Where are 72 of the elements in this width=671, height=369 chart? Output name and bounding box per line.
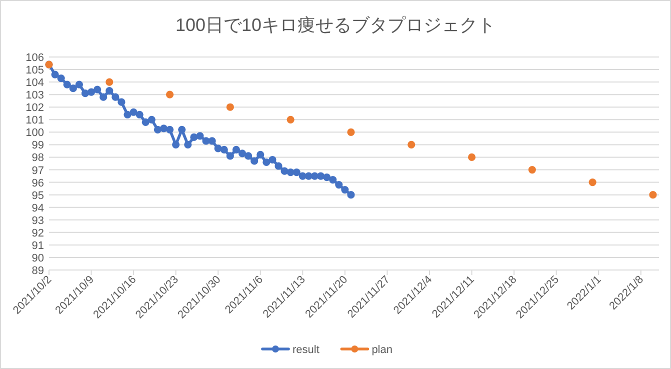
point [148, 116, 156, 124]
point [292, 168, 300, 176]
y-tick-label: 103 [26, 90, 44, 102]
point [106, 78, 114, 86]
y-tick-label: 93 [32, 214, 44, 227]
point [142, 118, 150, 126]
y-tick-label: 99 [32, 140, 44, 152]
point [286, 116, 294, 124]
point [468, 153, 476, 162]
point [124, 110, 132, 118]
point [220, 146, 228, 154]
y-tick-label: 105 [26, 64, 44, 77]
point [166, 126, 174, 134]
y-tick-label: 106 [26, 52, 44, 64]
y-tick-label: 94 [32, 202, 44, 214]
point [94, 86, 102, 94]
point [329, 176, 337, 184]
point [69, 84, 77, 92]
point [244, 152, 252, 160]
point [274, 162, 282, 170]
point [100, 93, 108, 101]
point [51, 70, 59, 78]
point [196, 132, 204, 140]
point [136, 110, 144, 118]
point [87, 88, 96, 96]
legend-label: plan [372, 344, 392, 356]
y-tick-label: 90 [32, 252, 44, 264]
y-tick-label: 95 [32, 190, 44, 202]
chart-title: 100日で10キロ痩せるブタプロジェクト [175, 15, 496, 35]
point [238, 150, 246, 158]
point [256, 150, 264, 159]
point [408, 140, 416, 149]
point [588, 178, 596, 186]
point [649, 191, 657, 199]
y-tick-label: 96 [32, 177, 44, 190]
point [226, 103, 234, 111]
y-tick-label: 101 [26, 114, 44, 127]
point [81, 90, 90, 98]
point [75, 80, 83, 88]
point [172, 140, 180, 149]
y-tick-label: 97 [32, 164, 44, 177]
point [154, 126, 162, 134]
y-tick-label: 92 [32, 227, 44, 240]
point [341, 186, 349, 194]
point [130, 108, 138, 116]
y-tick-label: 89 [32, 265, 44, 277]
point [347, 191, 355, 199]
point [268, 156, 276, 164]
point [208, 137, 216, 145]
point [226, 152, 234, 160]
point [184, 140, 192, 149]
point [118, 98, 126, 106]
y-tick-label: 98 [32, 152, 44, 164]
point [280, 167, 288, 175]
point [232, 146, 240, 154]
y-tick-label: 100 [26, 127, 44, 140]
point [112, 93, 120, 101]
point [528, 166, 536, 174]
point [250, 157, 258, 165]
point [335, 181, 343, 189]
y-tick-label: 91 [32, 240, 44, 252]
point [106, 87, 114, 95]
y-tick-label: 102 [26, 102, 44, 114]
point [178, 126, 186, 134]
point [166, 90, 174, 98]
point [63, 80, 71, 88]
point [262, 158, 270, 166]
legend-label: result [292, 344, 320, 356]
point [347, 128, 355, 136]
point [57, 74, 65, 82]
y-tick-label: 104 [26, 77, 44, 90]
point [323, 173, 331, 182]
